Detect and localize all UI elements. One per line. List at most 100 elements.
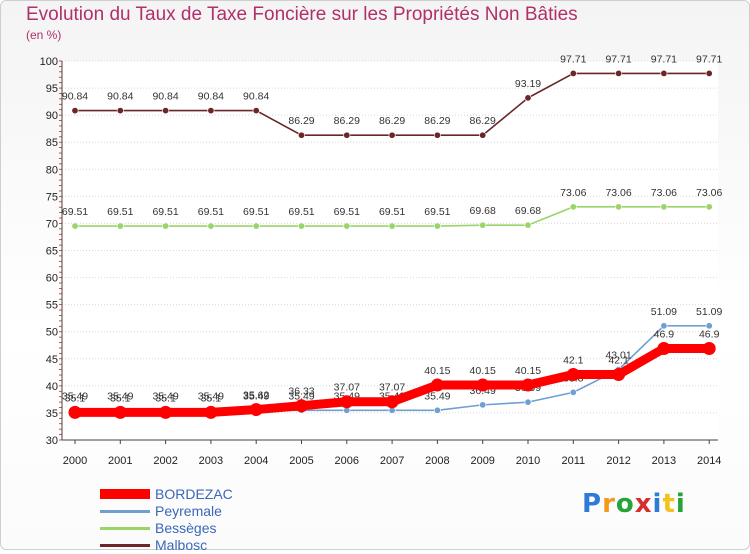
x-tick-label: 2000 [63, 455, 87, 467]
x-tick-label: 2014 [697, 455, 721, 467]
data-label-peyremale: 51.09 [696, 306, 722, 318]
x-tick-label: 2005 [289, 455, 313, 467]
data-point-malbosc [433, 131, 441, 139]
data-point-bessèges [479, 221, 487, 229]
data-point-bessèges [569, 203, 577, 211]
logo-letter: t [662, 489, 676, 519]
data-point-malbosc [479, 131, 487, 139]
y-tick-label: 45 [46, 354, 58, 366]
data-label-malbosc: 97.71 [696, 53, 722, 65]
data-point-peyremale [705, 322, 713, 330]
data-label-malbosc: 90.84 [243, 91, 269, 103]
data-label-malbosc: 97.71 [605, 53, 631, 65]
proxiti-logo[interactable]: Proxiti [582, 489, 686, 519]
data-point-malbosc [388, 131, 396, 139]
legend-label-peyremale: Peyremale [155, 503, 222, 519]
legend-label-bordezac: BORDEZAC [155, 486, 233, 502]
data-label-bessèges: 69.51 [198, 206, 224, 218]
data-point-bessèges [524, 221, 532, 229]
x-tick-label: 2003 [199, 455, 223, 467]
data-point-bessèges [252, 222, 260, 230]
x-tick-label: 2002 [153, 455, 177, 467]
x-tick-label: 2010 [516, 455, 540, 467]
legend-label-malbosc: Malbosc [155, 537, 208, 553]
data-label-bordezac: 40.15 [515, 365, 541, 377]
logo-letter: i [675, 489, 686, 519]
data-label-malbosc: 90.84 [107, 91, 133, 103]
data-point-bessèges [660, 203, 668, 211]
data-label-bordezac: 46.9 [699, 328, 720, 340]
y-tick-label: 80 [46, 164, 58, 176]
data-point-bessèges [162, 222, 170, 230]
y-tick-label: 50 [46, 327, 58, 339]
data-label-bordezac: 35.1 [201, 392, 222, 404]
data-label-bordezac: 35.1 [110, 392, 131, 404]
legend-swatch-malbosc [100, 544, 150, 547]
data-label-bordezac: 42.1 [608, 354, 629, 366]
data-point-bordezac [204, 405, 218, 419]
y-tick-label: 30 [46, 435, 58, 447]
data-label-bessèges: 69.51 [424, 206, 450, 218]
data-point-malbosc [207, 107, 215, 115]
y-tick-label: 40 [46, 381, 58, 393]
x-tick-label: 2011 [561, 455, 585, 467]
data-label-bessèges: 73.06 [605, 187, 631, 199]
chart-title: Evolution du Taux de Taxe Foncière sur l… [26, 4, 578, 25]
data-point-peyremale [569, 388, 577, 396]
data-label-peyremale: 35.49 [288, 390, 314, 402]
legend-label-besseges: Bessèges [155, 520, 217, 536]
data-label-peyremale: 35.49 [152, 390, 178, 402]
data-label-bordezac: 46.9 [654, 328, 675, 340]
data-point-malbosc [252, 107, 260, 115]
data-point-malbosc [343, 131, 351, 139]
logo-letter: x [634, 489, 653, 519]
y-tick-label: 100 [40, 56, 58, 68]
data-label-bordezac: 40.15 [424, 365, 450, 377]
logo-letter: P [582, 489, 603, 519]
legend-swatch-peyremale [100, 510, 150, 513]
logo-letter: i [652, 489, 663, 519]
x-tick-label: 2007 [380, 455, 404, 467]
data-point-bordezac [249, 403, 263, 417]
data-point-bordezac [340, 395, 354, 409]
x-tick-label: 2001 [108, 455, 132, 467]
data-label-bessèges: 69.51 [334, 206, 360, 218]
data-point-malbosc [71, 107, 79, 115]
data-point-peyremale [524, 398, 532, 406]
data-label-malbosc: 86.29 [379, 115, 405, 127]
data-label-bordezac: 36.33 [288, 386, 314, 398]
data-label-malbosc: 90.84 [62, 91, 88, 103]
line-chart: 30 35 40 45 50 55 60 65 70 75 80 85 90 95 100 2000 2001 2… [40, 53, 723, 467]
data-label-malbosc: 90.84 [152, 91, 178, 103]
data-label-malbosc: 86.29 [288, 115, 314, 127]
data-point-malbosc [524, 94, 532, 102]
unit-label: (en %) [26, 28, 62, 42]
data-point-bordezac [68, 405, 82, 419]
data-label-malbosc: 86.29 [424, 115, 450, 127]
logo-letter: r [602, 489, 616, 519]
data-label-bessèges: 69.51 [152, 206, 178, 218]
data-point-bessèges [71, 222, 79, 230]
x-tick-label: 2006 [335, 455, 359, 467]
data-label-peyremale: 35.49 [424, 390, 450, 402]
y-tick-label: 65 [46, 246, 58, 258]
legend-swatch-besseges [100, 527, 150, 530]
data-label-bordezac: 42.1 [563, 354, 584, 366]
x-tick-label: 2013 [652, 455, 676, 467]
data-label-bessèges: 69.68 [470, 205, 496, 217]
data-point-bordezac [702, 341, 716, 355]
data-point-bordezac [476, 378, 490, 392]
data-label-malbosc: 86.29 [334, 115, 360, 127]
data-point-bordezac [295, 399, 308, 413]
data-point-bordezac [657, 341, 671, 355]
data-label-bessèges: 69.51 [288, 206, 314, 218]
data-point-malbosc [116, 107, 124, 115]
data-label-bordezac: 35.1 [65, 392, 86, 404]
data-point-bessèges [297, 222, 305, 230]
data-label-peyremale: 35.49 [62, 390, 88, 402]
data-point-malbosc [162, 107, 170, 115]
data-point-malbosc [569, 69, 577, 77]
data-point-bordezac [430, 378, 444, 392]
data-point-bessèges [388, 222, 396, 230]
data-label-malbosc: 97.71 [651, 53, 677, 65]
